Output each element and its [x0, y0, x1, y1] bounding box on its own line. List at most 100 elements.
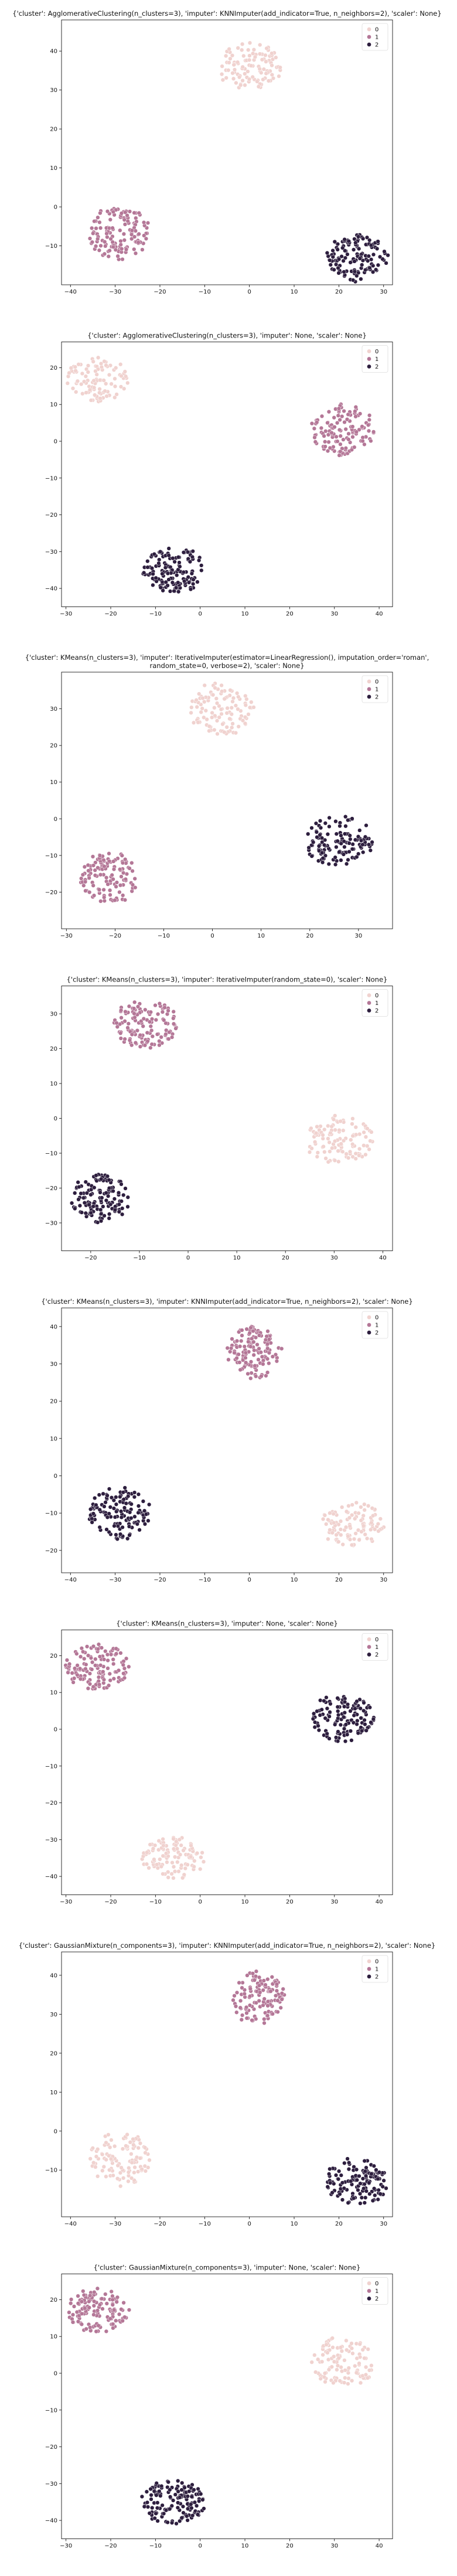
data-point-cluster-0: [219, 711, 224, 717]
data-point-cluster-0: [315, 1125, 319, 1129]
data-point-cluster-2: [161, 2511, 166, 2516]
data-point-cluster-2: [348, 2179, 353, 2184]
x-tick-label: 40: [379, 1255, 387, 1262]
data-point-cluster-0: [214, 696, 219, 701]
data-point-cluster-2: [339, 841, 343, 846]
data-point-cluster-0: [337, 1128, 342, 1133]
data-point-cluster-2: [361, 2186, 366, 2191]
data-point-cluster-1: [110, 2294, 115, 2298]
data-point-cluster-1: [78, 1677, 83, 1681]
data-point-cluster-1: [121, 893, 125, 898]
data-point-cluster-1: [82, 1657, 87, 1661]
data-point-cluster-1: [338, 442, 343, 447]
data-point-cluster-0: [166, 1869, 170, 1875]
data-point-cluster-1: [97, 1682, 102, 1687]
data-point-cluster-1: [142, 1043, 148, 1048]
data-point-cluster-2: [160, 2503, 165, 2508]
legend-label-2: 2: [375, 694, 378, 701]
data-point-cluster-1: [247, 2003, 253, 2008]
x-tick-label: 10: [233, 1255, 241, 1262]
data-point-cluster-1: [98, 899, 103, 904]
data-point-cluster-2: [185, 2494, 190, 2499]
data-point-cluster-2: [311, 1711, 316, 1716]
data-point-cluster-0: [371, 1513, 376, 1518]
data-point-cluster-0: [376, 1529, 381, 1534]
data-point-cluster-0: [96, 2147, 100, 2152]
data-point-cluster-2: [332, 239, 337, 244]
data-point-cluster-1: [127, 1038, 132, 1042]
data-point-cluster-1: [102, 895, 107, 900]
data-point-cluster-1: [153, 1003, 158, 1008]
data-point-cluster-0: [134, 2155, 139, 2160]
data-point-cluster-2: [145, 2505, 151, 2509]
plot-frame: [61, 1951, 393, 2217]
data-point-cluster-2: [178, 2495, 182, 2500]
data-point-cluster-0: [264, 46, 269, 51]
data-point-cluster-2: [99, 1211, 104, 1217]
data-point-cluster-1: [238, 1998, 243, 2003]
data-point-cluster-1: [75, 1663, 80, 1668]
data-point-cluster-1: [118, 228, 122, 233]
data-point-cluster-2: [154, 2511, 158, 2516]
data-point-cluster-1: [149, 1028, 154, 1033]
data-point-cluster-1: [83, 2306, 87, 2311]
chart-panel-6: {'cluster': GaussianMixture(n_components…: [19, 1941, 435, 2227]
data-point-cluster-0: [329, 1124, 334, 1129]
data-point-cluster-0: [346, 1156, 351, 1160]
data-point-cluster-2: [371, 2186, 377, 2191]
data-point-cluster-0: [326, 1536, 330, 1542]
data-point-cluster-1: [240, 1333, 244, 1338]
data-point-cluster-2: [374, 246, 380, 251]
y-tick-label: −30: [45, 1837, 57, 1844]
data-point-cluster-0: [370, 1506, 374, 1511]
data-point-cluster-0: [266, 79, 271, 83]
data-point-cluster-2: [362, 2200, 367, 2205]
data-point-cluster-0: [104, 2140, 108, 2145]
data-point-cluster-2: [328, 2180, 333, 2185]
data-point-cluster-1: [119, 874, 124, 879]
x-tick-label: 30: [354, 933, 362, 939]
data-point-cluster-0: [229, 706, 234, 710]
data-point-cluster-1: [90, 1667, 94, 1672]
data-point-cluster-2: [362, 1718, 367, 1723]
data-point-cluster-1: [154, 1017, 158, 1023]
x-tick-label: 30: [330, 1899, 338, 1906]
data-point-cluster-0: [346, 2376, 351, 2381]
data-point-cluster-2: [359, 1716, 363, 1720]
data-point-cluster-0: [350, 1133, 355, 1139]
data-point-cluster-1: [101, 1669, 105, 1674]
data-point-cluster-0: [350, 1142, 355, 1147]
data-point-cluster-0: [127, 2166, 131, 2170]
data-point-cluster-0: [161, 1872, 165, 1876]
data-point-cluster-0: [328, 1511, 332, 1515]
data-point-cluster-1: [114, 1021, 119, 1025]
data-point-cluster-2: [314, 830, 319, 834]
y-tick-label: −40: [45, 1874, 57, 1880]
data-point-cluster-0: [76, 362, 81, 367]
y-tick-label: −20: [45, 1185, 57, 1192]
data-point-cluster-2: [178, 564, 182, 569]
chart-title: {'cluster': AgglomerativeClustering(n_cl…: [12, 9, 441, 18]
data-point-cluster-2: [103, 1500, 108, 1505]
chart-title: {'cluster': KMeans(n_clusters=3), 'imput…: [67, 976, 388, 984]
data-point-cluster-2: [342, 237, 347, 242]
data-point-cluster-2: [335, 241, 340, 247]
data-point-cluster-1: [108, 1678, 112, 1683]
data-point-cluster-1: [122, 222, 128, 227]
y-tick-label: −40: [45, 2518, 57, 2524]
legend-label-1: 1: [375, 2288, 378, 2295]
data-point-cluster-2: [117, 1202, 121, 1207]
data-point-cluster-0: [312, 2353, 317, 2357]
data-point-cluster-1: [118, 238, 123, 244]
data-point-cluster-2: [348, 837, 353, 841]
data-point-cluster-2: [356, 834, 361, 839]
data-point-cluster-2: [132, 1490, 137, 1495]
data-point-cluster-2: [350, 278, 356, 282]
data-point-cluster-0: [325, 2350, 330, 2355]
data-point-cluster-0: [259, 70, 264, 75]
data-point-cluster-1: [124, 247, 129, 252]
data-point-cluster-1: [150, 1034, 155, 1039]
data-point-cluster-0: [224, 711, 229, 715]
data-point-cluster-1: [93, 1663, 98, 1668]
